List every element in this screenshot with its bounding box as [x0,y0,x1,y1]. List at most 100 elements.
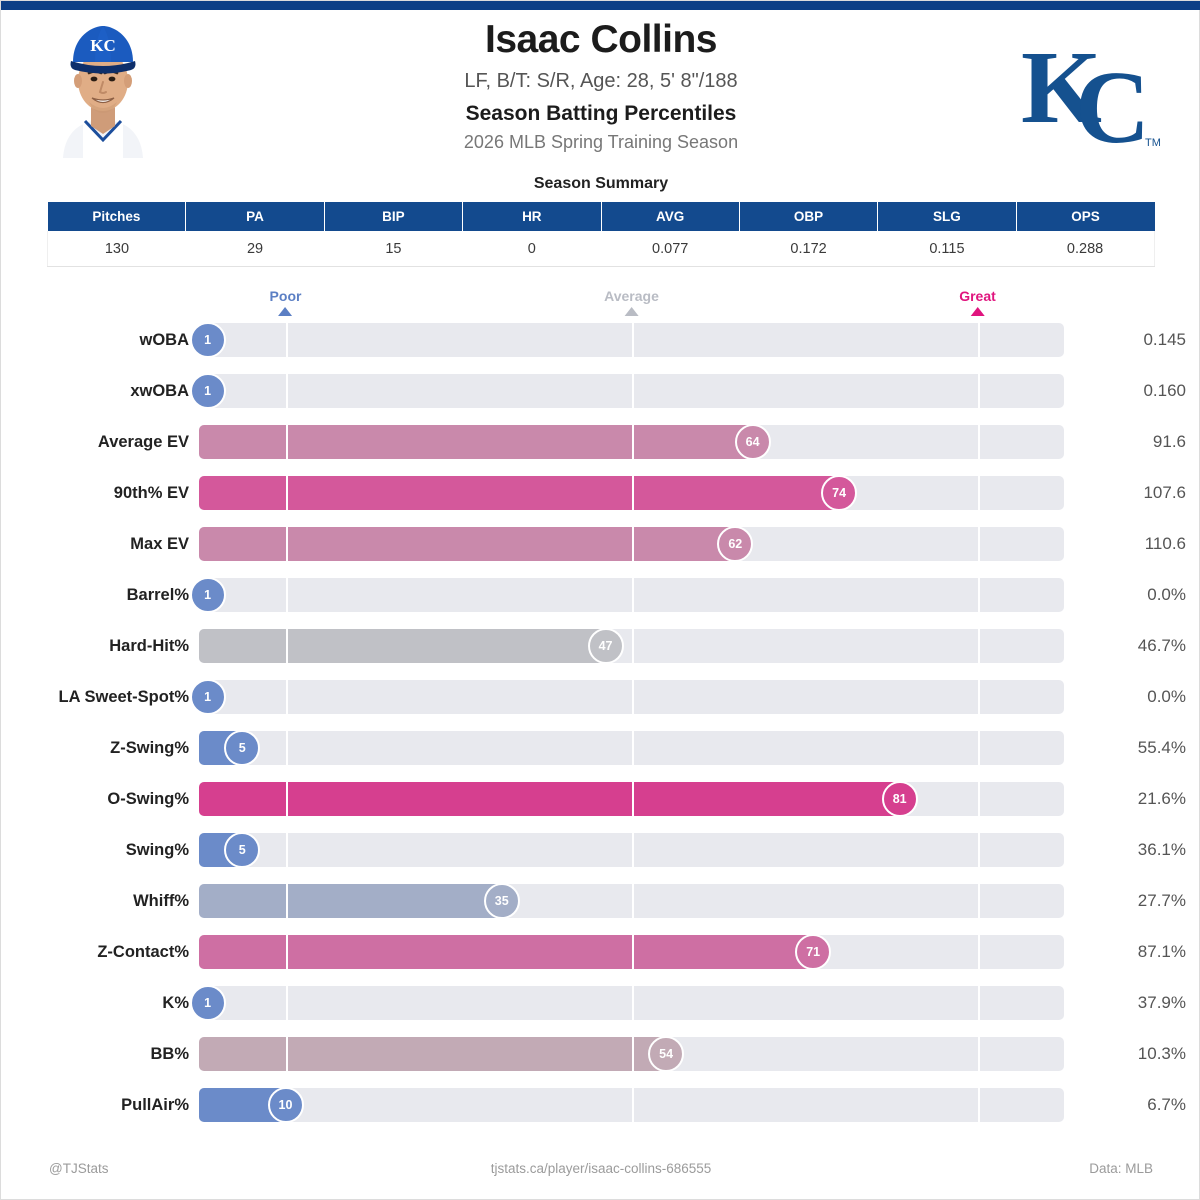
triangle-up-icon [278,307,293,316]
percentile-bar-fill [199,1037,667,1071]
track-divider [285,833,288,867]
percentile-bubble[interactable]: 1 [189,679,226,715]
percentile-bubble[interactable]: 54 [648,1036,685,1072]
summary-cell: 0.288 [1016,231,1156,267]
track-divider [977,374,980,408]
summary-cell: 0 [462,231,601,267]
percentile-bubble[interactable]: 81 [881,781,918,817]
stat-label: Average EV [97,433,189,451]
percentile-bubble[interactable]: 5 [224,730,261,766]
percentile-bar-fill [199,935,814,969]
stat-label: O-Swing% [107,790,189,808]
percentile-bar-fill [199,476,840,510]
percentile-bubble[interactable]: 64 [734,424,771,460]
scale-marker-label: Poor [269,288,302,304]
stat-label: PullAir% [121,1096,189,1114]
percentile-row: wOBA 1 0.145 [1,322,1200,374]
track-divider [285,374,288,408]
track-divider [977,833,980,867]
percentile-bubble[interactable]: 1 [189,322,226,358]
svg-text:KC: KC [90,36,116,55]
stat-value: 0.0% [1147,585,1186,604]
track-divider [977,1037,980,1071]
summary-col-header: Pitches [47,202,187,231]
percentile-row: Whiff% 35 27.7% [1,883,1200,935]
percentile-track: 74 [199,475,1064,511]
track-divider [631,1088,634,1122]
percentile-bubble[interactable]: 74 [821,475,858,511]
percentile-row: BB% 54 10.3% [1,1036,1200,1088]
team-logo-kc-royals: K C TM [1013,24,1163,165]
track-divider [285,629,288,663]
stat-value: 107.6 [1143,483,1186,502]
top-accent-bar [1,1,1200,10]
summary-value-row: 130 29 15 0 0.077 0.172 0.115 0.288 [46,231,1156,267]
percentile-bubble[interactable]: 62 [717,526,754,562]
stat-label: Max EV [130,535,189,553]
stat-value: 46.7% [1137,636,1186,655]
percentile-scale-legend: Poor Average Great [1,289,1200,325]
percentile-row: K% 1 37.9% [1,985,1200,1037]
stat-value: 0.160 [1143,381,1186,400]
stat-value: 0.145 [1143,330,1186,349]
track-divider [977,884,980,918]
track-divider [285,731,288,765]
stat-value: 21.6% [1137,789,1186,808]
track-divider [631,935,634,969]
track-divider [977,731,980,765]
percentile-bubble[interactable]: 1 [189,985,226,1021]
track-divider [631,476,634,510]
percentile-bubble[interactable]: 5 [224,832,261,868]
percentile-bubble[interactable]: 1 [189,577,226,613]
season-summary-section: Season Summary Pitches PA BIP HR AVG OBP SLG OP… [46,175,1156,267]
summary-col-header: HR [462,202,602,231]
card-footer: @TJStats tjstats.ca/player/isaac-collins… [1,1161,1200,1183]
percentile-row: Max EV 62 110.6 [1,526,1200,578]
percentile-bubble[interactable]: 1 [189,373,226,409]
track-divider [977,323,980,357]
summary-cell: 15 [324,231,463,267]
percentile-track: 81 [199,781,1064,817]
stat-label: Whiff% [133,892,189,910]
percentile-row: xwOBA 1 0.160 [1,373,1200,425]
stat-label: Z-Contact% [97,943,189,961]
stat-label: wOBA [139,331,190,349]
track-divider [285,935,288,969]
track-divider [631,425,634,459]
stat-value: 10.3% [1137,1044,1186,1063]
trademark-mark: TM [1145,137,1161,149]
card-header: KC Isaac Collins LF, B/T: S/R, Age: 28, … [1,10,1200,175]
scale-marker-label: Average [604,288,659,304]
svg-text:K: K [1021,30,1102,145]
track-divider [631,527,634,561]
scale-marker-great: Great [959,289,996,316]
summary-col-header: OPS [1016,202,1155,231]
percentile-bar-fill [199,629,606,663]
title-block: Isaac Collins LF, B/T: S/R, Age: 28, 5' … [301,18,901,153]
footer-url[interactable]: tjstats.ca/player/isaac-collins-686555 [490,1161,712,1176]
track-divider [977,935,980,969]
track-divider [285,476,288,510]
stat-value: 87.1% [1137,942,1186,961]
track-divider [977,629,980,663]
track-divider [285,1037,288,1071]
percentile-bubble[interactable]: 71 [795,934,832,970]
percentile-bubble[interactable]: 47 [587,628,624,664]
track-divider [285,680,288,714]
percentile-track: 35 [199,883,1064,919]
page-title: Isaac Collins [485,18,717,61]
stat-value: 6.7% [1147,1095,1186,1114]
summary-col-header: SLG [877,202,1017,231]
track-divider [631,884,634,918]
percentile-bubble[interactable]: 35 [483,883,520,919]
track-divider [977,986,980,1020]
stat-label: LA Sweet-Spot% [58,688,189,706]
track-divider [631,782,634,816]
summary-header-row: Pitches PA BIP HR AVG OBP SLG OPS [47,202,1155,231]
percentile-row: 90th% EV 74 107.6 [1,475,1200,527]
percentile-rows: wOBA 1 0.145 xwOBA 1 0.160 Average EV 64 91.6 90t… [1,322,1200,1139]
percentile-track: 5 [199,832,1064,868]
percentile-bubble[interactable]: 10 [267,1087,304,1123]
percentile-track: 5 [199,730,1064,766]
stat-value: 27.7% [1137,891,1186,910]
